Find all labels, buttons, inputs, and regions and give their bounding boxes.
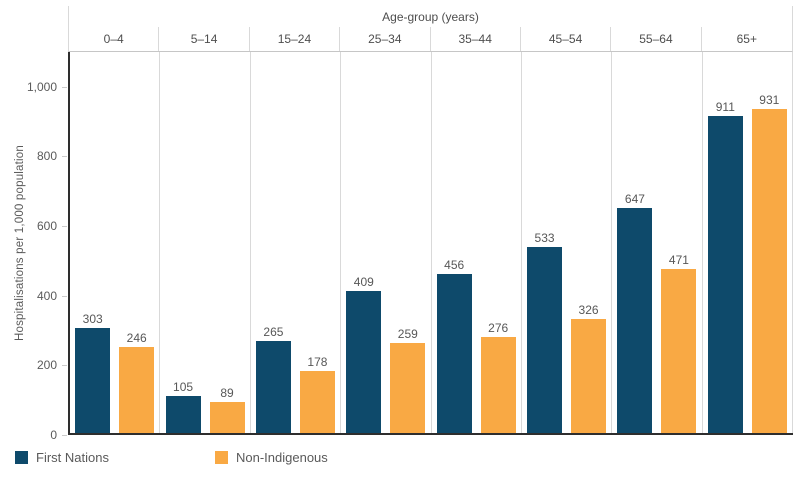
bar-with-label: 911 — [707, 100, 743, 433]
y-axis-title: Hospitalisations per 1,000 population — [14, 145, 26, 341]
bar-value-label: 456 — [444, 258, 465, 272]
bar-with-label: 647 — [617, 192, 653, 433]
bar-with-label: 471 — [661, 253, 697, 433]
y-tick-label: 0 — [50, 428, 57, 442]
bar-with-label: 246 — [119, 331, 155, 433]
bar-with-label: 178 — [299, 355, 335, 433]
y-tick-label: 400 — [36, 289, 57, 303]
y-tick-mark — [62, 87, 67, 88]
bar-value-label: 246 — [126, 331, 147, 345]
bar-first-nations[interactable] — [255, 341, 291, 433]
y-tick-label: 1,000 — [26, 80, 57, 94]
age-group-column: 409 259 — [341, 52, 432, 433]
y-tick-mark — [62, 296, 67, 297]
bar-first-nations[interactable] — [617, 208, 653, 433]
age-group-label: 45–54 — [521, 27, 612, 51]
legend-item-first-nations[interactable]: First Nations — [15, 450, 215, 465]
bar-with-label: 409 — [346, 275, 382, 433]
age-group-labels: 0–4 5–14 15–24 25–34 35–44 45–54 55–64 65+ — [69, 27, 792, 51]
bar-value-label: 409 — [353, 275, 374, 289]
bar-value-label: 259 — [397, 327, 418, 341]
legend-label: Non-Indigenous — [236, 450, 328, 465]
age-group-label: 0–4 — [69, 27, 160, 51]
x-axis-title: Age-group (years) — [382, 10, 479, 24]
y-tick-mark — [62, 365, 67, 366]
age-group-label: 25–34 — [340, 27, 431, 51]
age-group-label: 15–24 — [250, 27, 341, 51]
y-tick-label: 200 — [36, 358, 57, 372]
bar-value-label: 303 — [82, 312, 103, 326]
bar-non-indigenous[interactable] — [571, 319, 607, 433]
plot-area: 303 246 105 89 265 178 409 259 456 276 533 326 647 47… — [68, 52, 793, 435]
bar-with-label: 931 — [751, 93, 787, 433]
column-header: Age-group (years) 0–4 5–14 15–24 25–34 35–44… — [68, 6, 793, 52]
bar-value-label: 647 — [624, 192, 645, 206]
y-tick-mark — [62, 435, 67, 436]
bar-non-indigenous[interactable] — [119, 347, 155, 433]
bar-value-label: 931 — [759, 93, 780, 107]
bar-with-label: 265 — [255, 325, 291, 433]
bar-with-label: 533 — [527, 231, 563, 433]
bar-non-indigenous[interactable] — [480, 337, 516, 433]
bar-value-label: 533 — [534, 231, 555, 245]
bar-with-label: 105 — [165, 380, 201, 433]
bar-non-indigenous[interactable] — [751, 109, 787, 433]
age-group-label: 35–44 — [431, 27, 521, 51]
age-group-column: 533 326 — [522, 52, 613, 433]
bar-value-label: 471 — [668, 253, 689, 267]
bar-value-label: 89 — [220, 386, 234, 400]
legend-label: First Nations — [36, 450, 109, 465]
legend: First Nations Non-Indigenous — [15, 450, 415, 465]
bar-value-label: 178 — [307, 355, 328, 369]
legend-swatch — [15, 451, 28, 464]
bar-value-label: 265 — [263, 325, 284, 339]
bar-first-nations[interactable] — [165, 396, 201, 433]
legend-swatch — [215, 451, 228, 464]
age-group-column: 456 276 — [432, 52, 522, 433]
age-group-column: 265 178 — [251, 52, 342, 433]
bar-first-nations[interactable] — [75, 328, 111, 433]
bar-value-label: 911 — [715, 100, 735, 114]
bar-value-label: 105 — [173, 380, 194, 394]
y-tick-label: 800 — [36, 149, 57, 163]
legend-item-non-indigenous[interactable]: Non-Indigenous — [215, 450, 415, 465]
age-group-label: 5–14 — [159, 27, 250, 51]
bar-non-indigenous[interactable] — [390, 343, 426, 433]
y-tick-mark — [62, 156, 67, 157]
y-tick-label: 600 — [36, 219, 57, 233]
bar-non-indigenous[interactable] — [661, 269, 697, 433]
age-group-column: 303 246 — [70, 52, 161, 433]
bar-with-label: 326 — [571, 303, 607, 433]
bar-non-indigenous[interactable] — [299, 371, 335, 433]
bar-with-label: 456 — [436, 258, 472, 433]
bar-value-label: 276 — [488, 321, 509, 335]
age-group-column: 647 471 — [612, 52, 703, 433]
y-tick-mark — [62, 226, 67, 227]
bar-with-label: 259 — [390, 327, 426, 433]
bar-value-label: 326 — [578, 303, 599, 317]
bar-first-nations[interactable] — [346, 291, 382, 433]
bar-with-label: 303 — [75, 312, 111, 433]
age-group-label: 65+ — [736, 32, 757, 46]
bar-with-label: 89 — [209, 386, 245, 433]
age-group-column: 105 89 — [160, 52, 251, 433]
bar-with-label: 276 — [480, 321, 516, 433]
age-group-label: 55–64 — [611, 27, 702, 51]
bar-first-nations[interactable] — [527, 247, 563, 433]
bar-first-nations[interactable] — [707, 116, 743, 433]
bar-non-indigenous[interactable] — [209, 402, 245, 433]
bar-first-nations[interactable] — [436, 274, 472, 433]
age-group-column: 911 931 — [703, 52, 793, 433]
